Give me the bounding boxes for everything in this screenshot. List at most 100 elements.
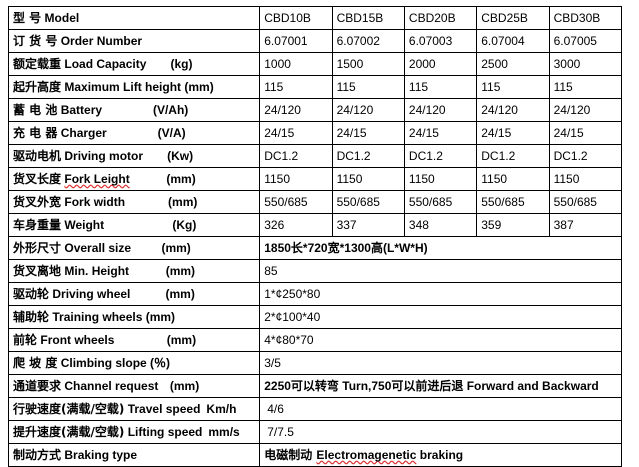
cell-battery-CBD30B: 24/120: [548, 98, 623, 122]
label-chinese: 蓄 电 池: [13, 103, 58, 117]
row-label-front-wheels: 前轮 Front wheels (mm): [7, 328, 261, 352]
cell-fork-length-CBD30B: 1150: [548, 167, 623, 191]
label-chinese: 提升速度(满载/空载): [13, 425, 125, 439]
label-chinese: 辅助轮: [13, 310, 50, 324]
cell-fork-width-CBD25B: 550/685: [476, 190, 550, 214]
merged-value-text: 1*¢250*80: [264, 287, 321, 301]
label-unit: (Kg): [172, 218, 197, 232]
label-english: Overall size: [64, 241, 132, 255]
table-row: 货叉外宽 Fork width (mm) 550/685 550/685 550/685…: [7, 190, 623, 214]
cell-charger-CBD10B: 24/15: [259, 121, 333, 145]
label-unit: (mm): [168, 195, 198, 209]
label-unit: (V/A): [157, 126, 186, 140]
table-row: 通道要求 Channel request (mm) 2250可以转弯 Turn,75…: [7, 374, 622, 398]
label-english: Fork Leight: [64, 172, 130, 186]
cell-charger-CBD20B: 24/15: [403, 121, 478, 145]
table-row: 驱动电机 Driving motor (Kw) DC1.2 DC1.2 DC1.2 DC1…: [7, 144, 623, 168]
cell-weight-CBD10B: 326: [259, 213, 333, 237]
cell-order-number-CBD15B: 6.07002: [331, 29, 405, 53]
cell-driving-motor-CBD10B: DC1.2: [259, 144, 333, 168]
cell-max-lift-height-CBD10B: 115: [259, 75, 333, 99]
label-english: Driving motor: [64, 149, 144, 163]
row-label-braking-type: 制动方式 Braking type: [7, 443, 261, 467]
cell-weight-CBD20B: 348: [403, 213, 478, 237]
specification-sheet: 型 号 Model CBD10B CBD15B CBD20B CBD25B CBD30B 订…: [7, 6, 623, 467]
row-label-overall-size: 外形尺寸 Overall size (mm): [7, 236, 261, 260]
label-english: Battery: [60, 103, 103, 117]
table-row: 订 货 号 Order Number 6.07001 6.07002 6.07003 6…: [7, 29, 623, 53]
row-value-braking-type: 电磁制动 Electromagenetic braking: [259, 443, 622, 467]
cell-order-number-CBD30B: 6.07005: [548, 29, 623, 53]
merged-value-misspelled-word: Electromagenetic: [316, 448, 417, 462]
merged-value-suffix: braking: [416, 448, 464, 462]
cell-fork-width-CBD15B: 550/685: [331, 190, 405, 214]
row-label-driving-motor: 驱动电机 Driving motor (Kw): [7, 144, 261, 168]
label-english: Order Number: [60, 34, 143, 48]
row-label-channel-request: 通道要求 Channel request (mm): [7, 374, 261, 398]
cell-charger-CBD30B: 24/15: [548, 121, 623, 145]
cell-battery-CBD25B: 24/120: [476, 98, 550, 122]
cell-fork-length-CBD10B: 1150: [259, 167, 333, 191]
label-english: Min. Height: [64, 264, 130, 278]
cell-model-CBD15B: CBD15B: [331, 6, 405, 30]
table-row: 前轮 Front wheels (mm) 4*¢80*70: [7, 328, 622, 352]
row-label-fork-length: 货叉长度 Fork Leight (mm): [7, 167, 261, 191]
label-english: Driving wheel: [52, 287, 131, 301]
table-body: 型 号 Model CBD10B CBD15B CBD20B CBD25B CBD30B 订…: [7, 6, 623, 467]
table-row: 爬 坡 度 Climbing slope (％) 3/5: [7, 351, 622, 375]
cell-driving-motor-CBD30B: DC1.2: [548, 144, 623, 168]
cell-load-capacity-CBD15B: 1500: [331, 52, 405, 76]
cell-driving-motor-CBD20B: DC1.2: [403, 144, 478, 168]
merged-value-text: 2*¢100*40: [264, 310, 321, 324]
row-label-lifting-speed: 提升速度(满载/空载) Lifting speed mm/s: [7, 420, 261, 444]
table-row: 驱动轮 Driving wheel (mm) 1*¢250*80: [7, 282, 622, 306]
cell-battery-CBD15B: 24/120: [331, 98, 405, 122]
cell-load-capacity-CBD20B: 2000: [403, 52, 478, 76]
cell-weight-CBD30B: 387: [548, 213, 623, 237]
table-row: 货叉长度 Fork Leight (mm) 1150 1150 1150 1150 1150: [7, 167, 623, 191]
cell-fork-length-CBD15B: 1150: [331, 167, 405, 191]
row-value-lifting-speed: 7/7.5: [259, 420, 622, 444]
merged-value-text: 4/6: [267, 402, 284, 416]
label-chinese: 订 货 号: [13, 34, 58, 48]
row-label-weight: 车身重量 Weight (Kg): [7, 213, 261, 237]
cell-order-number-CBD20B: 6.07003: [403, 29, 478, 53]
label-english: Model: [44, 11, 80, 25]
table-row: 辅助轮 Training wheels (mm) 2*¢100*40: [7, 305, 622, 329]
cell-fork-width-CBD10B: 550/685: [259, 190, 333, 214]
label-chinese: 驱动轮: [13, 287, 50, 301]
label-english: Travel speed: [127, 402, 201, 416]
label-unit: (mm): [161, 241, 191, 255]
merged-value-text: 4*¢80*70: [264, 333, 314, 347]
label-chinese: 充 电 器: [13, 126, 58, 140]
cell-charger-CBD25B: 24/15: [476, 121, 550, 145]
row-label-model: 型 号 Model: [7, 6, 261, 30]
label-english: Charger: [60, 126, 107, 140]
label-unit: mm/s: [208, 425, 240, 439]
cell-order-number-CBD10B: 6.07001: [259, 29, 333, 53]
cell-load-capacity-CBD10B: 1000: [259, 52, 333, 76]
row-label-travel-speed: 行驶速度(满载/空载) Travel speed Km/h: [7, 397, 261, 421]
specification-table: 型 号 Model CBD10B CBD15B CBD20B CBD25B CBD30B 订…: [7, 6, 623, 467]
label-unit: (Kw): [167, 149, 194, 163]
label-chinese: 外形尺寸: [13, 241, 62, 255]
table-row: 货叉离地 Min. Height (mm) 85: [7, 259, 622, 283]
label-chinese: 爬 坡 度: [13, 356, 58, 370]
row-label-climbing-slope: 爬 坡 度 Climbing slope (％): [7, 351, 261, 375]
cell-model-CBD25B: CBD25B: [476, 6, 550, 30]
cell-driving-motor-CBD15B: DC1.2: [331, 144, 405, 168]
row-value-climbing-slope: 3/5: [259, 351, 622, 375]
row-value-travel-speed: 4/6: [259, 397, 622, 421]
cell-model-CBD10B: CBD10B: [259, 6, 333, 30]
label-chinese: 制动方式: [13, 448, 62, 462]
table-row: 蓄 电 池 Battery (V/Ah) 24/120 24/120 24/120 24/…: [7, 98, 623, 122]
label-english: Channel request: [64, 379, 159, 393]
label-unit: (mm): [166, 333, 197, 347]
label-unit: Km/h: [206, 402, 237, 416]
cell-fork-width-CBD20B: 550/685: [403, 190, 478, 214]
table-row: 车身重量 Weight (Kg) 326 337 348 359 387: [7, 213, 623, 237]
row-value-channel-request: 2250可以转弯 Turn,750可以前进后退 Forward and Back…: [259, 374, 622, 398]
label-english: Fork width: [64, 195, 126, 209]
label-english: Load Capacity: [64, 57, 147, 71]
table-row: 额定载重 Load Capacity (kg) 1000 1500 2000 2500 30…: [7, 52, 623, 76]
